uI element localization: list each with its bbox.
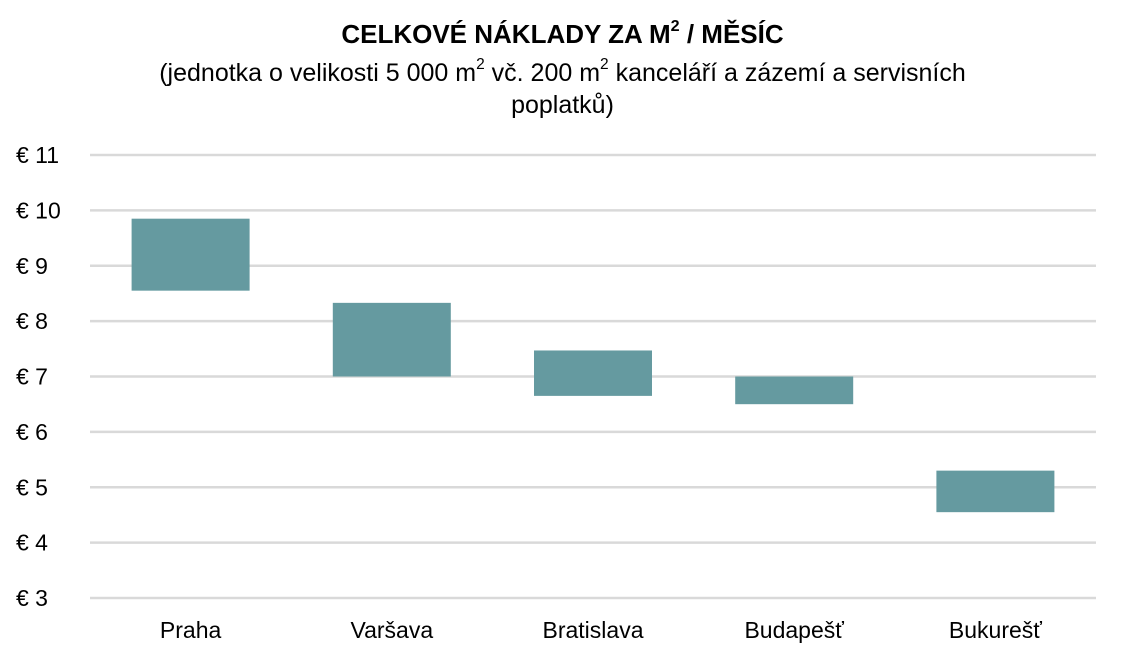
bar-3 bbox=[534, 350, 652, 396]
y-tick-label: € 11 bbox=[16, 142, 59, 168]
x-category-label: Budapešť bbox=[744, 617, 844, 643]
y-tick-label: € 3 bbox=[16, 585, 48, 611]
gridlines bbox=[90, 153, 1096, 600]
x-category-label: Bratislava bbox=[543, 617, 644, 643]
y-tick-label: € 4 bbox=[16, 530, 48, 556]
bar-5 bbox=[936, 470, 1055, 513]
bars bbox=[131, 218, 1055, 513]
chart-title: CELKOVÉ NÁKLADY ZA M2 / MĚSÍC bbox=[341, 16, 784, 49]
y-tick-label: € 10 bbox=[16, 197, 61, 223]
x-axis-category-labels: Praha Varšava Bratislava Budapešť Bukurešť bbox=[160, 617, 1042, 643]
x-category-label: Praha bbox=[160, 617, 222, 643]
y-tick-label: € 9 bbox=[16, 253, 48, 279]
bar-1 bbox=[131, 218, 250, 291]
bar-2 bbox=[332, 302, 451, 377]
bar-4 bbox=[735, 376, 854, 405]
chart-subtitle: (jednotka o velikosti 5 000 m2 vč. 200 m… bbox=[159, 56, 966, 119]
x-category-label: Varšava bbox=[350, 617, 433, 643]
y-tick-label: € 8 bbox=[16, 308, 48, 334]
y-tick-label: € 5 bbox=[16, 474, 48, 500]
y-tick-label: € 6 bbox=[16, 419, 48, 445]
y-tick-label: € 7 bbox=[16, 364, 48, 390]
y-axis-tick-labels: € 3 € 4 € 5 € 6 € 7 € 8 € 9 € 10 € 11 bbox=[16, 142, 61, 611]
x-category-label: Bukurešť bbox=[949, 617, 1042, 643]
